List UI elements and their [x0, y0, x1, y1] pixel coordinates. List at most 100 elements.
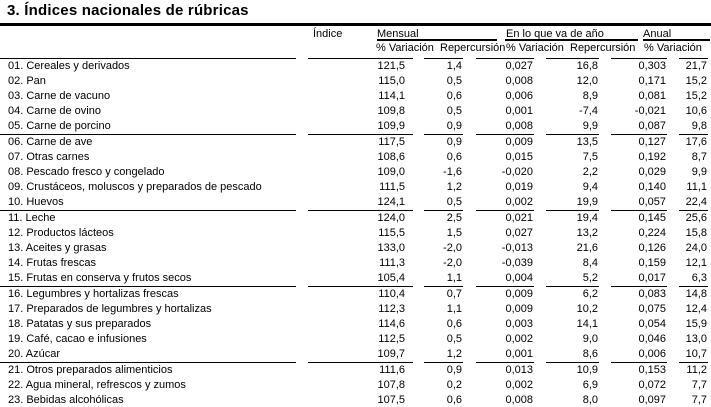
column-gap [667, 165, 679, 180]
rubric-label: 15. Frutas en conserva y frutos secos [8, 272, 192, 284]
column-gap [667, 195, 679, 211]
table-row: 09. Crustáceos, moluscos y preparados de… [0, 180, 708, 195]
subheader-mensual-repercusion: Repercursión [440, 42, 506, 54]
table-row: 20. Azúcar 109,7 1,2 0,001 8,6 0,006 10,7 [0, 347, 708, 363]
column-gap [667, 302, 679, 317]
rubric-label: 07. Otras carnes [8, 151, 90, 163]
monthly-variation: 0,6 [446, 90, 462, 102]
index-value: 109,7 [377, 348, 405, 360]
annual-variation: 12,4 [685, 303, 707, 315]
monthly-variation: 1,1 [446, 272, 462, 284]
monthly-repercussion: -0,039 [501, 257, 533, 269]
rubric-label: 09. Crustáceos, moluscos y preparados de… [8, 181, 262, 193]
column-gap [599, 378, 611, 393]
monthly-variation: 0,6 [446, 318, 462, 330]
index-value: 124,0 [308, 210, 413, 226]
ytd-variation: 9,9 [582, 120, 598, 132]
ytd-variation: 13,5 [546, 134, 599, 150]
column-gap [599, 256, 611, 271]
table-row: 10. Huevos 124,1 0,5 0,002 19,9 0,057 22,4 [0, 195, 708, 211]
index-value: 133,0 [377, 242, 405, 254]
column-gap [463, 241, 476, 256]
table-row: 11. Leche 124,0 2,5 0,021 19,4 0,145 25,6 [0, 210, 708, 226]
column-gap [599, 104, 611, 119]
monthly-repercussion: 0,015 [505, 151, 533, 163]
table-row: 13. Aceites y grasas 133,0 -2,0 -0,013 21,6 0… [0, 241, 708, 256]
annual-variation: 9,9 [691, 166, 707, 178]
rubric-label: 22. Agua mineral, refrescos y zumos [8, 379, 186, 391]
monthly-variation: 1,5 [446, 227, 462, 239]
ytd-variation: 6,2 [546, 286, 599, 302]
column-gap [296, 135, 308, 151]
table-row: 16. Legumbres y hortalizas frescas 110,4 0… [0, 286, 708, 303]
index-value: 124,1 [377, 196, 405, 208]
ytd-repercussion: 0,029 [638, 166, 666, 178]
annual-variation: 21,7 [679, 58, 708, 74]
rubric-label: 20. Azúcar [8, 348, 60, 360]
column-gap [534, 256, 546, 271]
column-gap [463, 180, 476, 195]
column-gap [463, 74, 476, 89]
column-gap [667, 119, 679, 135]
column-gap [667, 317, 679, 332]
column-gap [413, 256, 424, 271]
annual-variation: 10,6 [685, 105, 707, 117]
column-gap [413, 287, 424, 303]
rubric-label: 04. Carne de ovino [8, 105, 101, 117]
column-gap [534, 332, 546, 347]
title-rule-divider [0, 23, 711, 26]
column-gap [296, 287, 308, 303]
column-gap [667, 74, 679, 89]
monthly-repercussion: 0,006 [505, 90, 533, 102]
monthly-variation: 0,6 [446, 151, 462, 163]
column-gap [667, 89, 679, 104]
table-row: 01. Cereales y derivados 121,5 1,4 0,027 16,… [0, 58, 708, 75]
row-group-4: 16. Legumbres y hortalizas frescas 110,4 0… [0, 286, 708, 363]
annual-variation: 15,2 [685, 75, 707, 87]
monthly-variation: 2,5 [424, 210, 463, 226]
table-row: 03. Carne de vacuno 114,1 0,6 0,006 8,9 0,081… [0, 89, 708, 104]
group-header-anual: Anual [643, 28, 672, 40]
column-gap [599, 59, 611, 75]
rubric-label: 18. Patatas y sus preparados [8, 318, 152, 330]
column-gap [413, 104, 424, 119]
column-gap [296, 271, 308, 287]
ytd-repercussion: 0,097 [638, 394, 666, 406]
column-gap [667, 180, 679, 195]
monthly-repercussion: 0,027 [476, 58, 534, 74]
column-gap [296, 89, 308, 104]
ytd-variation: 12,0 [576, 75, 598, 87]
column-gap [667, 271, 679, 287]
column-gap [296, 150, 308, 165]
ytd-repercussion: 0,054 [638, 318, 666, 330]
column-gap [534, 347, 546, 363]
subheader-anual-variacion: % Variación [644, 42, 702, 54]
column-gap [599, 89, 611, 104]
rubric-label: 11. Leche [0, 210, 296, 226]
monthly-repercussion: 0,008 [505, 394, 533, 406]
column-gap [463, 393, 476, 407]
column-gap [463, 256, 476, 271]
ytd-repercussion: 0,171 [638, 75, 666, 87]
column-gap [296, 180, 308, 195]
index-value: 109,8 [377, 105, 405, 117]
ytd-variation: 8,0 [582, 394, 598, 406]
column-gap [463, 104, 476, 119]
column-gap [413, 150, 424, 165]
column-gap [599, 180, 611, 195]
monthly-variation: -2,0 [443, 242, 462, 254]
ytd-repercussion: 0,153 [611, 362, 667, 378]
column-gap [534, 119, 546, 135]
ytd-variation: 19,4 [546, 210, 599, 226]
table-row: 22. Agua mineral, refrescos y zumos 107,8… [0, 378, 708, 393]
ytd-underline-divider [505, 39, 638, 41]
annual-variation: 24,0 [685, 242, 707, 254]
index-value: 111,3 [379, 257, 405, 269]
index-value: 114,1 [378, 90, 405, 102]
monthly-variation: 1,2 [446, 181, 462, 193]
column-gap [296, 241, 308, 256]
monthly-repercussion: 0,001 [505, 105, 533, 117]
rubric-label: 17. Preparados de legumbres y hortalizas [8, 303, 212, 315]
monthly-variation: 0,7 [424, 286, 463, 302]
column-gap [667, 241, 679, 256]
